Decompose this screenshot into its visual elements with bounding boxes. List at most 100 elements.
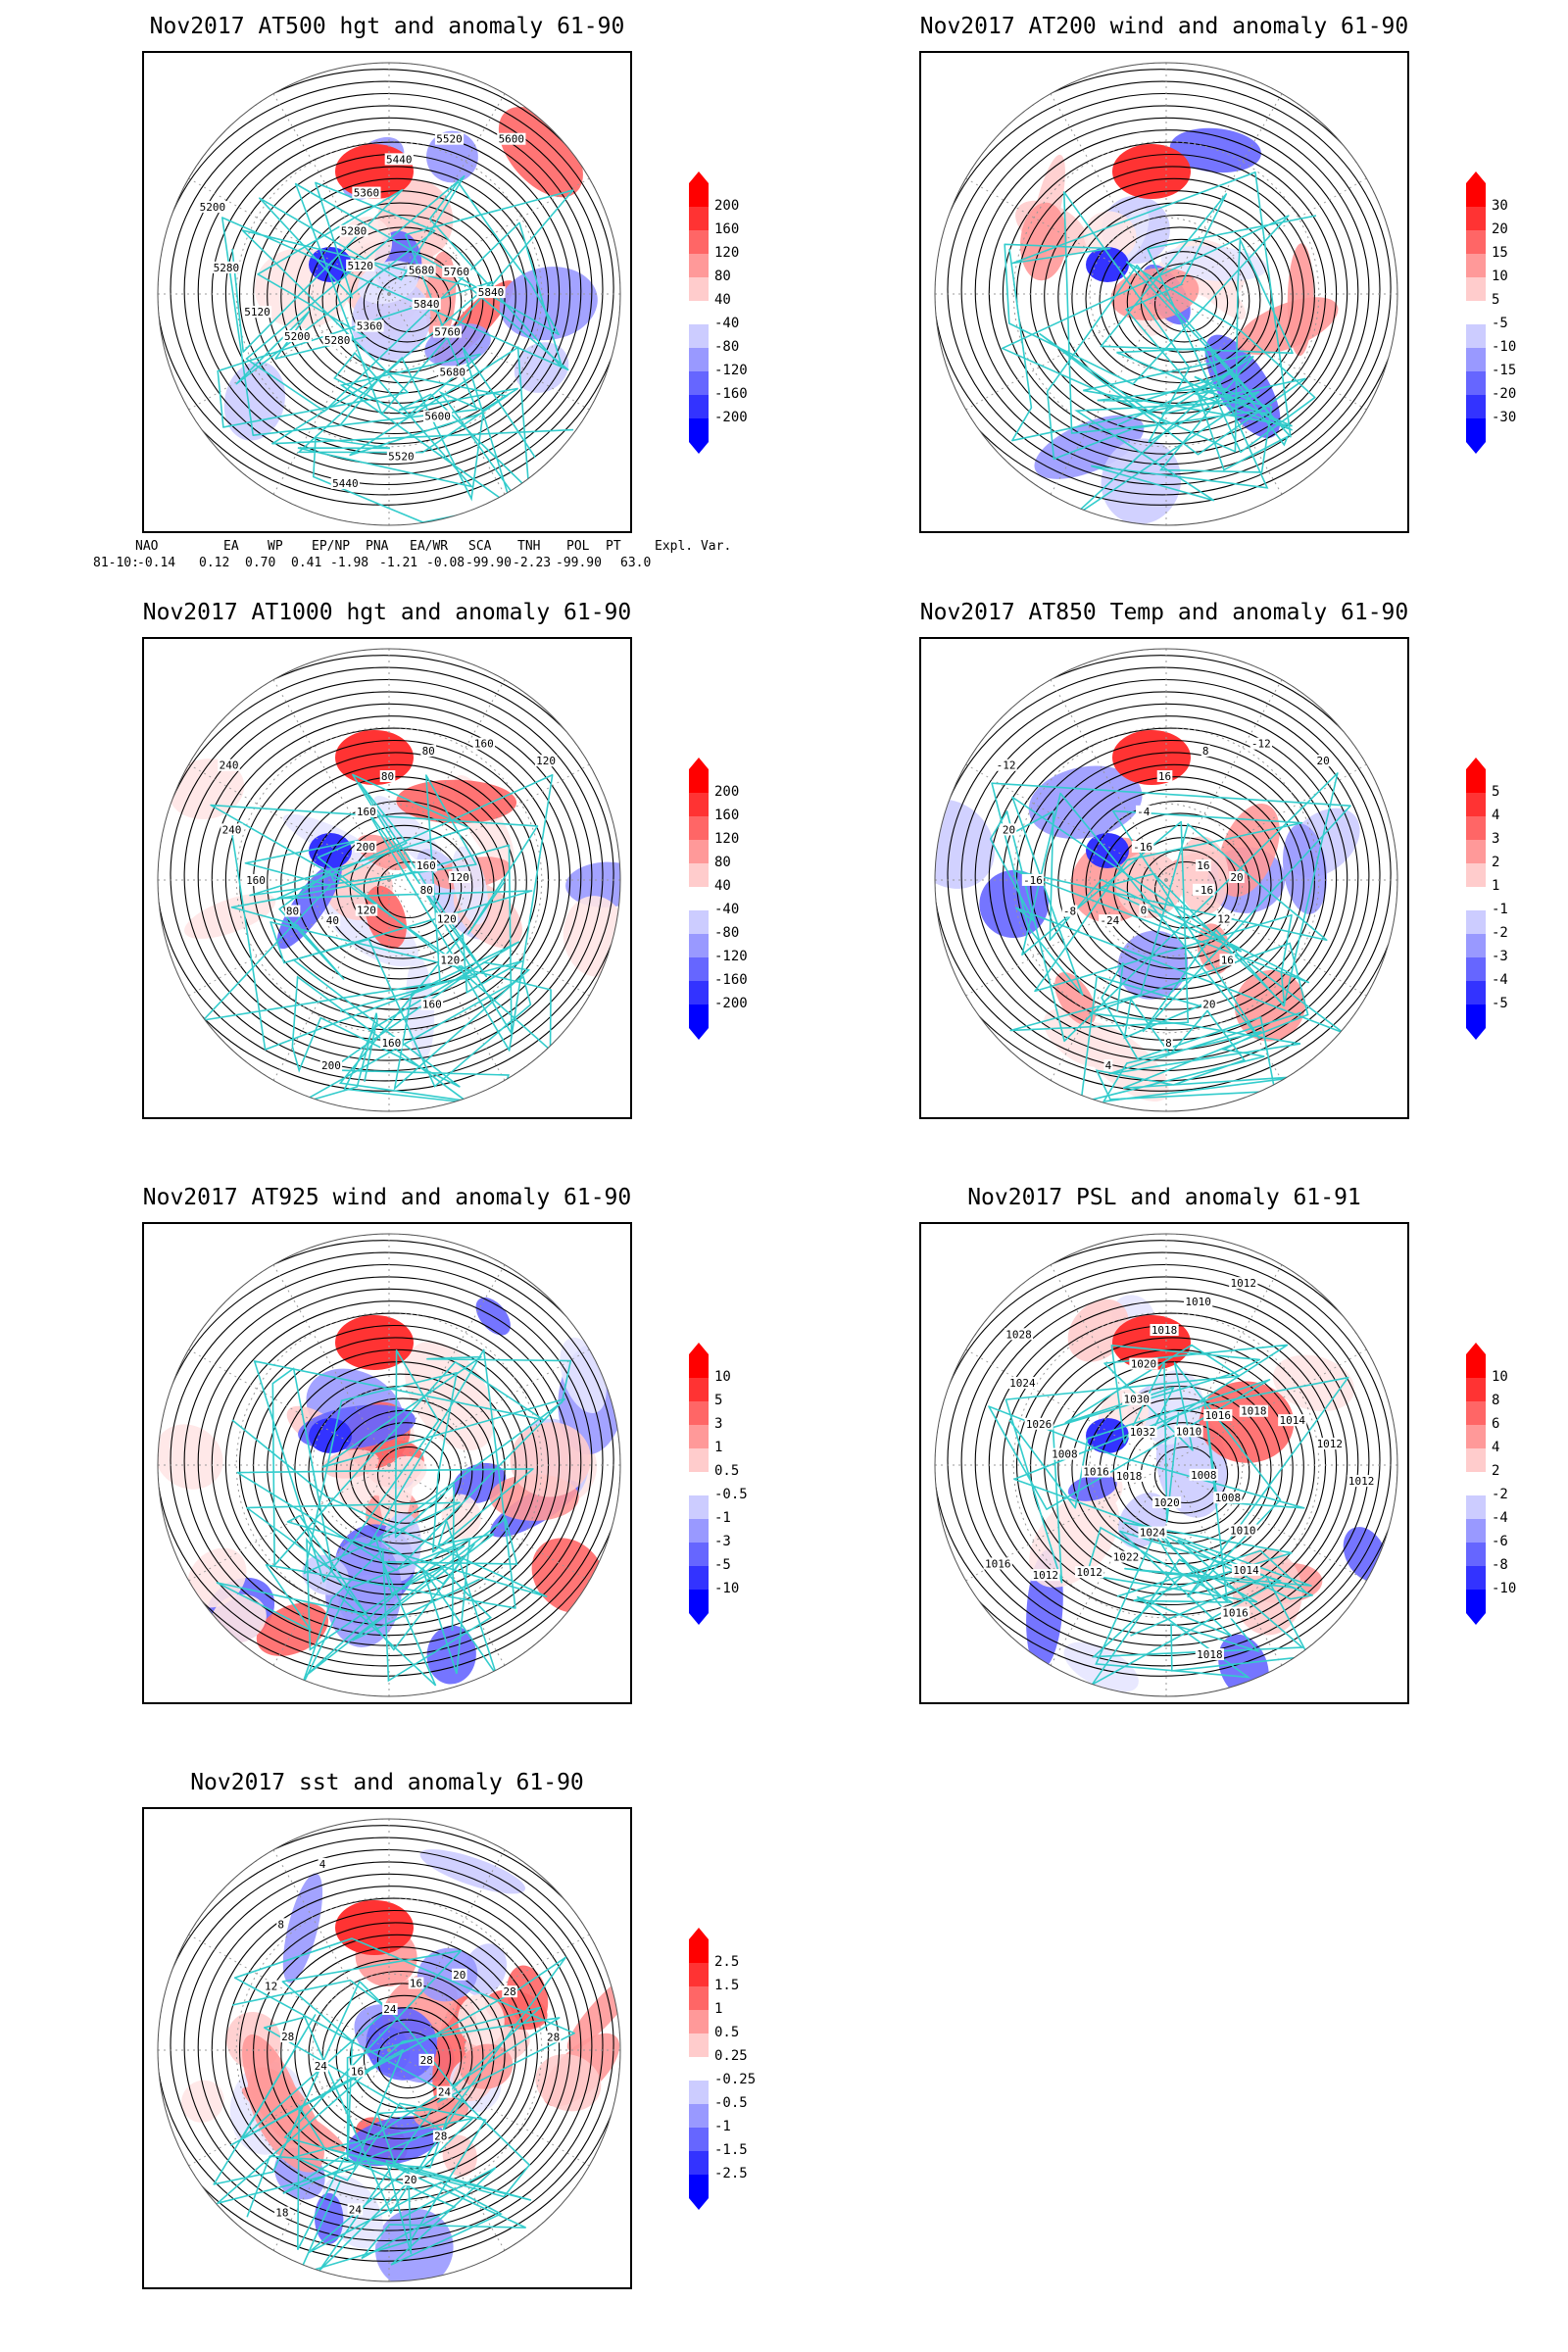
index-value: -0.08 (426, 556, 466, 570)
contour-label-bg (420, 745, 436, 758)
colorbar-tick-label: 1 (714, 2001, 723, 2017)
contour-line (1071, 202, 1283, 394)
panel-title: Nov2017 PSL and anomaly 61-91 (967, 1185, 1361, 1210)
colorbar-tick-label: -80 (714, 339, 740, 355)
contour-label: 28 (547, 2031, 560, 2043)
colorbar-arrow-top (689, 758, 709, 769)
colorbar-swatch (689, 887, 709, 910)
contour-label: 1014 (1279, 1414, 1305, 1427)
contour-label: 160 (357, 806, 376, 818)
colorbar-arrow-top (1466, 758, 1486, 769)
contour-label: 8 (1202, 745, 1209, 758)
contour-label-bg (442, 265, 471, 277)
contour-label-bg (1239, 1404, 1268, 1417)
contour-line (376, 860, 441, 919)
colorbar-swatch (1466, 254, 1486, 277)
latitude-circle (1089, 217, 1244, 371)
contour-label-bg (220, 823, 243, 836)
coastline (1085, 1521, 1310, 1686)
colorbar-tick-label: 80 (714, 855, 731, 870)
colorbar-swatch (1466, 1566, 1486, 1590)
colorbar-arrow-top (689, 1928, 709, 1939)
index-value: -0.14 (137, 556, 176, 570)
contour-label: 8 (1165, 1037, 1172, 1050)
contour-line (376, 1446, 441, 1504)
contour-label: -24 (1100, 914, 1119, 927)
teleconnection-indices: NAO EA WP EP/NP PNA EA/WR SCA TNH POL PT… (93, 539, 731, 578)
anomaly-region (419, 1849, 526, 1894)
colorbar-tick-label: -120 (714, 363, 748, 378)
contour-label-bg (318, 1857, 327, 1870)
anomaly-region (535, 2053, 602, 2112)
contour-label-bg (1231, 1563, 1261, 1576)
colorbar-tick-label: -80 (714, 925, 740, 941)
contour-label: 5280 (341, 225, 368, 238)
contour-label-bg (418, 883, 435, 896)
contour-label-bg (1103, 1059, 1113, 1072)
contour-line (224, 141, 561, 445)
contour-label-bg (386, 450, 416, 463)
colorbar-swatch (1466, 324, 1486, 348)
contour-label: 20 (404, 2174, 416, 2186)
contour-line (935, 1251, 1392, 1667)
index-value: -99.90 (556, 556, 602, 570)
anomaly-region (1028, 765, 1143, 839)
colorbar-swatch (689, 418, 709, 442)
colorbar-arrow-top (1466, 172, 1486, 183)
colorbar-swatch (1466, 301, 1486, 324)
contour-label-bg (354, 840, 377, 853)
colorbar-tick-label: -0.5 (714, 1487, 748, 1502)
panel-title: Nov2017 AT925 wind and anomaly 61-90 (142, 1185, 632, 1210)
anomaly-region (565, 861, 620, 907)
contour-label-bg (330, 476, 360, 489)
contour-label: 5360 (354, 187, 380, 200)
contour-label: 20 (1230, 871, 1243, 884)
colorbar-tick-label: -160 (714, 972, 748, 988)
colorbar-swatch (689, 1519, 709, 1543)
contour-label: 160 (381, 1037, 401, 1050)
contour-label-bg (1189, 1468, 1218, 1481)
contour-label: 5760 (434, 326, 461, 339)
latitude-circle (235, 726, 543, 1034)
coastline (297, 346, 536, 523)
coastline (213, 1937, 575, 2218)
colorbar-tick-label: -160 (714, 386, 748, 402)
contour-label: 5520 (388, 451, 415, 464)
contour-line (158, 655, 620, 1092)
contour-line (170, 678, 604, 1072)
contour-label-bg (1004, 1328, 1034, 1341)
contour-line (211, 1886, 571, 2211)
colorbar-swatch (1466, 887, 1486, 910)
contour-label-bg (1196, 859, 1211, 872)
contour-label-bg (1278, 1414, 1307, 1427)
contour-label: 160 (422, 999, 442, 1011)
contour-label-bg (1131, 840, 1154, 853)
colorbar-tick-label: 30 (1492, 198, 1508, 214)
contour-label: 5840 (478, 286, 505, 299)
colorbar-swatch (689, 230, 709, 254)
contour-line (335, 1994, 473, 2120)
colorbar-tick-label: -4 (1492, 1510, 1508, 1526)
colorbar-tick-label: -2 (1492, 925, 1508, 941)
colorbar-tick-label: 10 (1492, 269, 1508, 284)
colorbar-swatch (689, 981, 709, 1004)
colorbar-swatch (1466, 793, 1486, 816)
contour-line (224, 727, 561, 1031)
contour-label: 0 (1141, 905, 1148, 917)
colorbar-swatch (1466, 1472, 1486, 1495)
map-at925 (142, 1222, 632, 1704)
contour-label: 1030 (1124, 1394, 1151, 1406)
colorbar-tick-label: 4 (1492, 808, 1500, 823)
latitude-circle (1089, 1388, 1244, 1543)
colorbar-swatch (689, 207, 709, 230)
contour-label: 1032 (1130, 1426, 1156, 1439)
contour-label-bg (319, 1059, 343, 1072)
colorbar-arrow-top (689, 1343, 709, 1354)
contour-label: 1008 (1191, 1469, 1217, 1482)
colorbar-tick-label: -6 (1492, 1534, 1508, 1549)
colorbar-swatch (689, 2057, 709, 2081)
contour-label: 8 (277, 1918, 284, 1931)
contour-label-bg (380, 1036, 403, 1049)
index-header: PNA (366, 539, 389, 554)
contour-label-bg (534, 755, 558, 767)
